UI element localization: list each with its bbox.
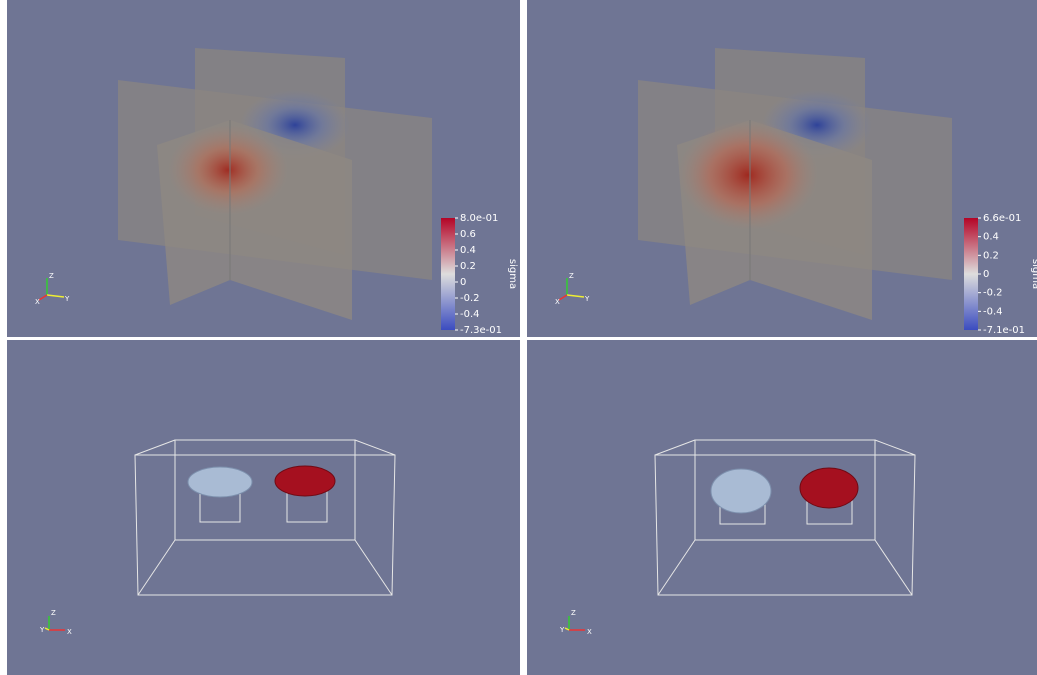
axis-label: X bbox=[587, 628, 592, 636]
axes-triad bbox=[38, 278, 65, 301]
axes-triad bbox=[44, 616, 65, 631]
color-bar-label: 0.4 bbox=[460, 245, 476, 256]
render-view[interactable]: 8.0e-01 0.6 0.4 0.2 0 -0.2 -0.4 -7.3e-01 sigma Z X… bbox=[7, 0, 520, 337]
render-view[interactable]: 6.6e-01 0.4 0.2 0 -0.2 -0.4 -7.1e-01 sigma Z X Y bbox=[527, 0, 1037, 337]
isosurface-blob bbox=[274, 465, 336, 497]
isosurface-blob bbox=[799, 467, 859, 509]
color-bar-label: -0.4 bbox=[460, 309, 480, 320]
color-bar-label: -0.4 bbox=[983, 306, 1003, 317]
view-canvas: 8.0e-01 0.6 0.4 0.2 0 -0.2 -0.4 -7.3e-01 sigma Z X… bbox=[35, 48, 518, 336]
view-canvas: Z X Y bbox=[39, 439, 396, 636]
color-bar-label: 6.6e-01 bbox=[983, 213, 1021, 224]
axis-label: X bbox=[555, 298, 560, 306]
color-bar-label: 0 bbox=[460, 277, 466, 288]
color-bar-label: 0.2 bbox=[460, 261, 476, 272]
isosurface-blob bbox=[710, 468, 772, 514]
isosurface-blob bbox=[187, 466, 253, 498]
outline-box bbox=[134, 439, 396, 596]
color-bar-label: 0.6 bbox=[460, 229, 476, 240]
color-bar-label: -0.2 bbox=[460, 293, 480, 304]
axes-triad bbox=[558, 278, 585, 301]
color-bar-title: sigma bbox=[507, 259, 518, 289]
axis-label: Y bbox=[64, 295, 70, 303]
render-view[interactable]: Z X Y bbox=[527, 340, 1037, 675]
outline-box bbox=[654, 439, 916, 596]
color-bar bbox=[441, 218, 455, 330]
render-view[interactable]: Z X Y bbox=[7, 340, 520, 675]
axis-label: Z bbox=[569, 272, 574, 280]
axis-label: X bbox=[35, 298, 40, 306]
axis-label: Z bbox=[49, 272, 54, 280]
color-bar-title: sigma bbox=[1030, 259, 1037, 289]
color-bar-label: 0 bbox=[983, 269, 989, 280]
field-blob bbox=[678, 120, 818, 230]
axis-label: Z bbox=[571, 609, 576, 617]
axis-label: Z bbox=[51, 609, 56, 617]
color-bar-label: -7.3e-01 bbox=[460, 325, 502, 336]
color-bar-label: 0.4 bbox=[983, 232, 999, 243]
color-bar-label: -7.1e-01 bbox=[983, 325, 1025, 336]
axes-triad bbox=[564, 616, 585, 631]
color-bar-label: -0.2 bbox=[983, 288, 1003, 299]
color-bar bbox=[964, 218, 978, 330]
color-bar-label: 8.0e-01 bbox=[460, 213, 498, 224]
axis-label: Y bbox=[584, 295, 590, 303]
view-canvas: Z X Y bbox=[559, 439, 916, 636]
view-canvas: 6.6e-01 0.4 0.2 0 -0.2 -0.4 -7.1e-01 sigma Z X Y bbox=[555, 48, 1037, 336]
axis-label: Y bbox=[39, 626, 45, 634]
axis-label: Y bbox=[559, 626, 565, 634]
color-bar-label: 0.2 bbox=[983, 250, 999, 261]
field-blob bbox=[168, 125, 288, 215]
axis-label: X bbox=[67, 628, 72, 636]
